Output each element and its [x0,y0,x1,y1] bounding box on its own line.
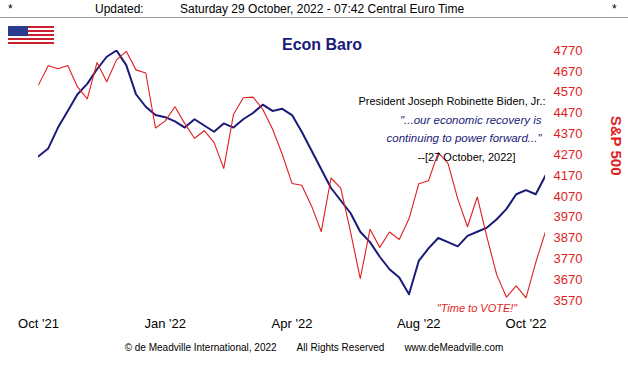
svg-text:4170: 4170 [554,168,583,183]
svg-text:4470: 4470 [554,105,583,120]
svg-text:4770: 4770 [554,43,583,58]
svg-text:4270: 4270 [554,147,583,162]
svg-text:4370: 4370 [554,126,583,141]
svg-text:Oct '21: Oct '21 [18,316,59,331]
html-text:© de Meadville International,: © de Meadville International, 2022 [124,342,277,353]
html-text:Updated:: Updated: [95,2,144,16]
svg-text:Oct '22: Oct '22 [506,316,547,331]
html-text:All Rights Reserved: All Rights Reserved [296,342,385,353]
svg-text:3770: 3770 [554,251,583,266]
svg-text:3670: 3670 [554,272,583,287]
svg-text:3970: 3970 [554,209,583,224]
svg-text:4570: 4570 [554,84,583,99]
svg-text:3870: 3870 [554,230,583,245]
svg-text:4070: 4070 [554,188,583,203]
svg-text:President Joseph Robinette Bid: President Joseph Robinette Biden, Jr.: [358,95,545,107]
svg-text:continuing to power forward...: continuing to power forward..." [387,132,543,144]
svg-text:S&P 500: S&P 500 [608,116,625,176]
svg-text:4670: 4670 [554,63,583,78]
svg-text:Jan '22: Jan '22 [144,316,186,331]
svg-text:"Time to VOTE!": "Time to VOTE!" [437,302,519,314]
html-text:www.deMeadville.com: www.deMeadville.com [404,342,504,353]
svg-text:"...our economic recovery is: "...our economic recovery is [400,114,542,126]
svg-text:Econ Baro: Econ Baro [282,36,362,53]
svg-text:3570: 3570 [554,293,583,308]
svg-text:--[27 October, 2022]: --[27 October, 2022] [418,151,516,163]
svg-text:Apr '22: Apr '22 [272,316,313,331]
svg-text:Aug '22: Aug '22 [397,316,441,331]
html-text:Saturday 29 October, 2022 - 07: Saturday 29 October, 2022 - 07:42 Centra… [180,2,465,16]
